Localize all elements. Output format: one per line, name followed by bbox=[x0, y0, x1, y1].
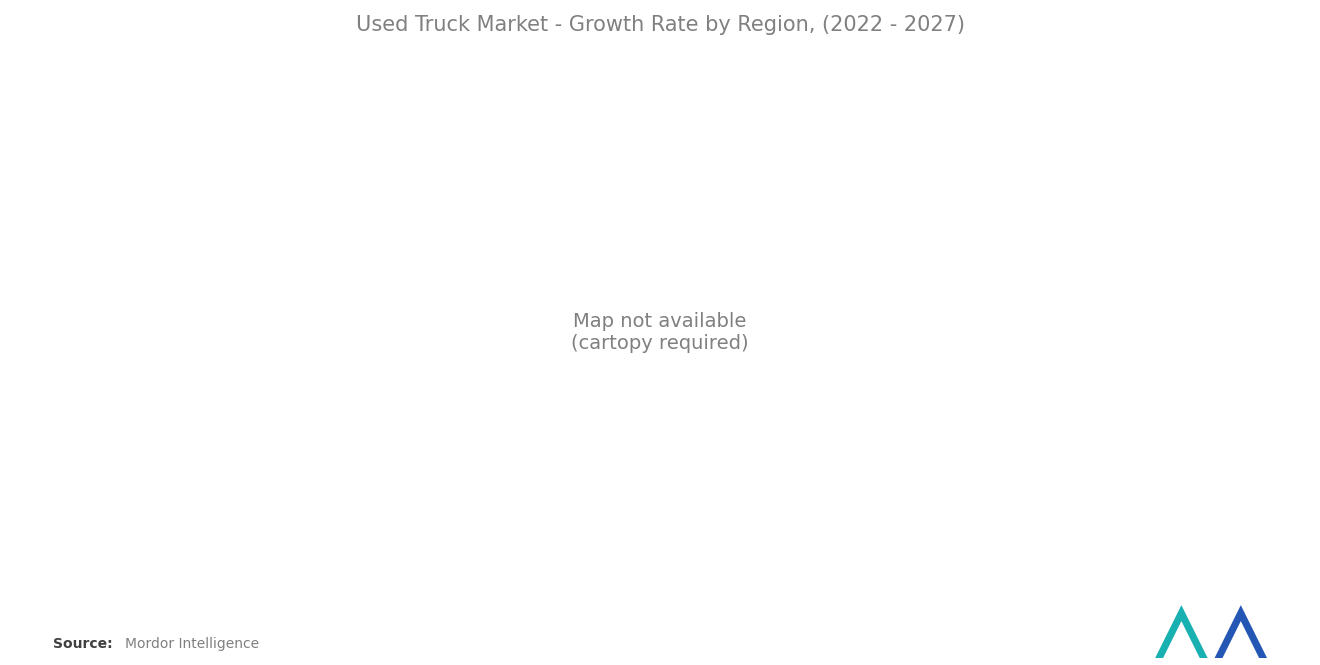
Text: Source:: Source: bbox=[53, 637, 112, 652]
Text: Map not available
(cartopy required): Map not available (cartopy required) bbox=[572, 312, 748, 352]
Title: Used Truck Market - Growth Rate by Region, (2022 - 2027): Used Truck Market - Growth Rate by Regio… bbox=[355, 15, 965, 35]
Text: Mordor Intelligence: Mordor Intelligence bbox=[125, 637, 260, 652]
